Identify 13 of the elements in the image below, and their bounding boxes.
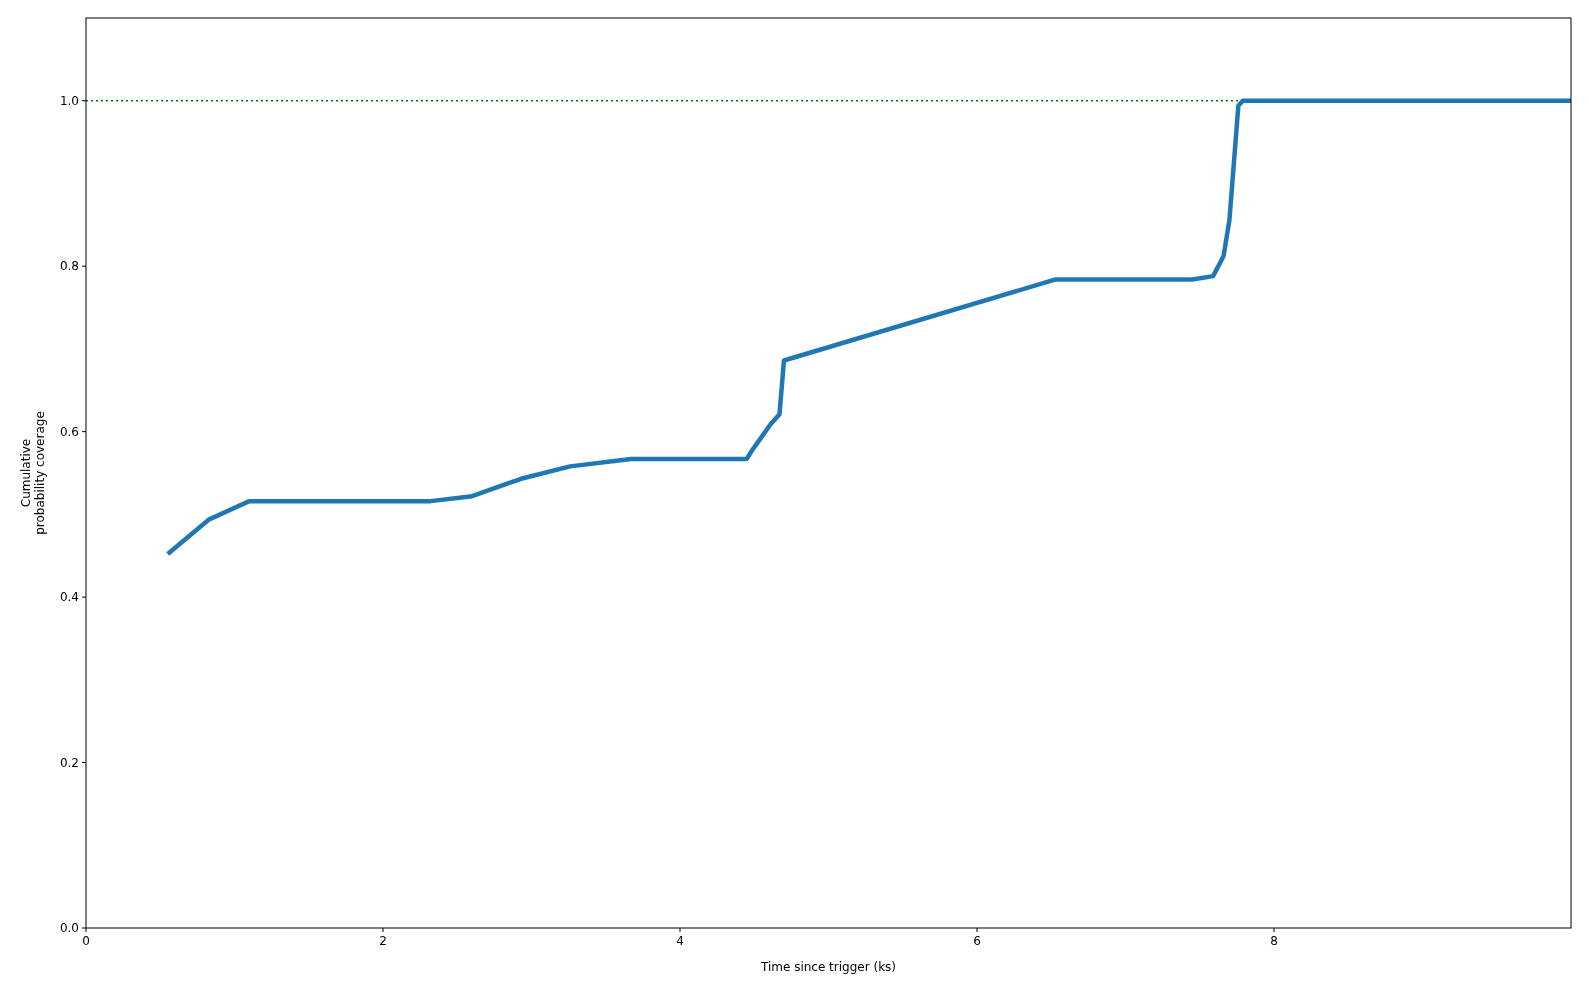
x-axis-title: Time since trigger (ks): [759, 960, 897, 974]
x-tick-label: 2: [379, 934, 387, 948]
y-tick-label: 0.2: [59, 755, 79, 770]
y-tick-label: 0.0: [59, 921, 79, 935]
y-axis-title: Cumulative probability coverage: [19, 411, 47, 535]
x-tick-label: 8: [1270, 934, 1278, 948]
x-tick-label: 4: [676, 934, 684, 948]
y-tick-label: 1.0: [59, 93, 79, 108]
y-tick-label: 0.6: [59, 424, 79, 439]
x-tick-label: 0: [82, 934, 90, 948]
y-tick-label: 0.8: [59, 259, 79, 274]
x-tick-label: 6: [973, 934, 981, 948]
y-tick-label: 0.4: [59, 590, 79, 605]
